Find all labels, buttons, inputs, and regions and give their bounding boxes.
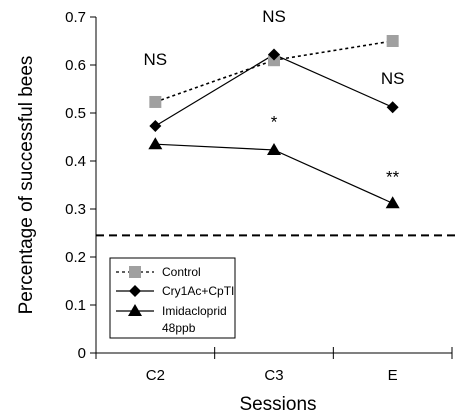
legend-label: Imidacloprid bbox=[162, 304, 227, 318]
legend-label: Cry1Ac+CpTI bbox=[162, 284, 234, 298]
x-tick-label: C2 bbox=[146, 367, 165, 384]
significance-label: NS bbox=[144, 50, 168, 69]
x-tick-label: E bbox=[388, 367, 398, 384]
significance-label: NS bbox=[262, 7, 286, 26]
marker-square bbox=[386, 35, 399, 47]
legend-label: 48ppb bbox=[162, 321, 196, 335]
y-tick-label: 0.2 bbox=[65, 249, 86, 266]
axes: 0 0.1 0.2 0.3 0.4 0.5 0.6 0.7 C2 C3 E bbox=[65, 9, 453, 384]
y-tick-label: 0 bbox=[78, 345, 86, 362]
significance-label: ** bbox=[386, 168, 400, 187]
marker-square bbox=[149, 95, 162, 108]
marker-triangle bbox=[385, 196, 400, 209]
marker-diamond bbox=[268, 48, 280, 61]
marker-triangle bbox=[148, 137, 163, 150]
legend-label: Control bbox=[162, 265, 201, 279]
significance-label: * bbox=[271, 112, 278, 131]
x-axis-title: Sessions bbox=[239, 394, 316, 415]
x-tick-label: C3 bbox=[264, 367, 283, 384]
y-tick-label: 0.5 bbox=[65, 105, 86, 122]
y-axis-title: Percentage of successful bees bbox=[16, 56, 37, 315]
y-tick-label: 0.7 bbox=[65, 9, 86, 26]
legend: Control Cry1Ac+CpTI Imidacloprid 48ppb bbox=[109, 257, 236, 339]
marker-diamond bbox=[386, 101, 399, 114]
series-line bbox=[155, 40, 393, 103]
significance-label: NS bbox=[381, 69, 405, 88]
marker-triangle bbox=[267, 142, 281, 155]
marker-diamond bbox=[129, 285, 141, 297]
y-tick-label: 0.1 bbox=[65, 297, 86, 314]
y-tick-label: 0.3 bbox=[65, 201, 86, 218]
y-tick-label: 0.4 bbox=[65, 153, 86, 170]
y-tick-label: 0.6 bbox=[65, 57, 86, 74]
marker-diamond bbox=[149, 119, 162, 132]
series-group bbox=[148, 35, 400, 209]
marker-triangle bbox=[128, 304, 142, 316]
marker-square bbox=[129, 266, 141, 278]
